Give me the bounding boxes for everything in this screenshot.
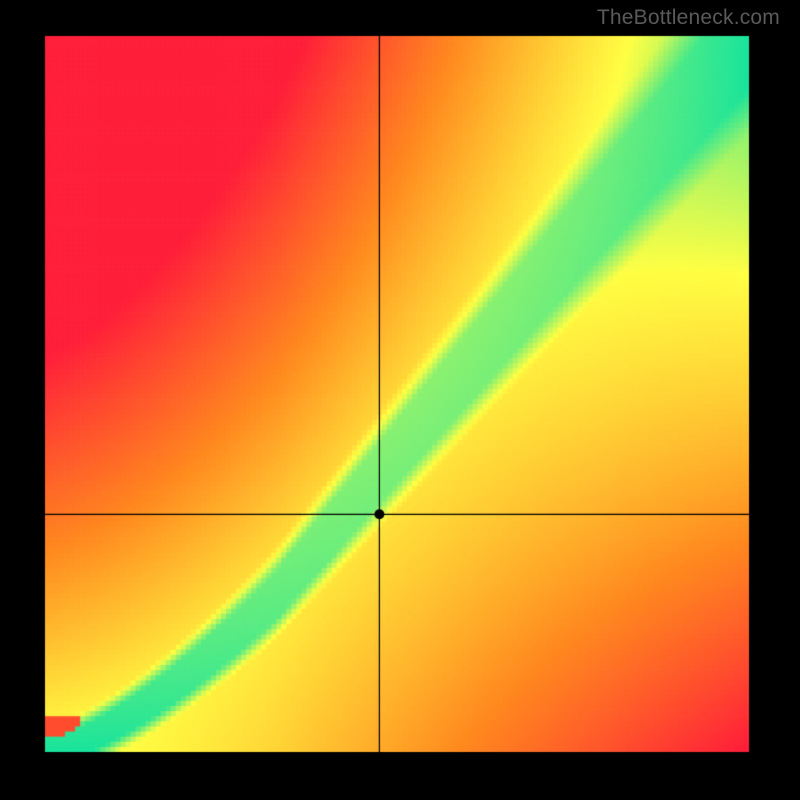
- heatmap-canvas: [0, 0, 800, 800]
- watermark-text: TheBottleneck.com: [597, 6, 780, 30]
- figure-root: TheBottleneck.com: [0, 0, 800, 800]
